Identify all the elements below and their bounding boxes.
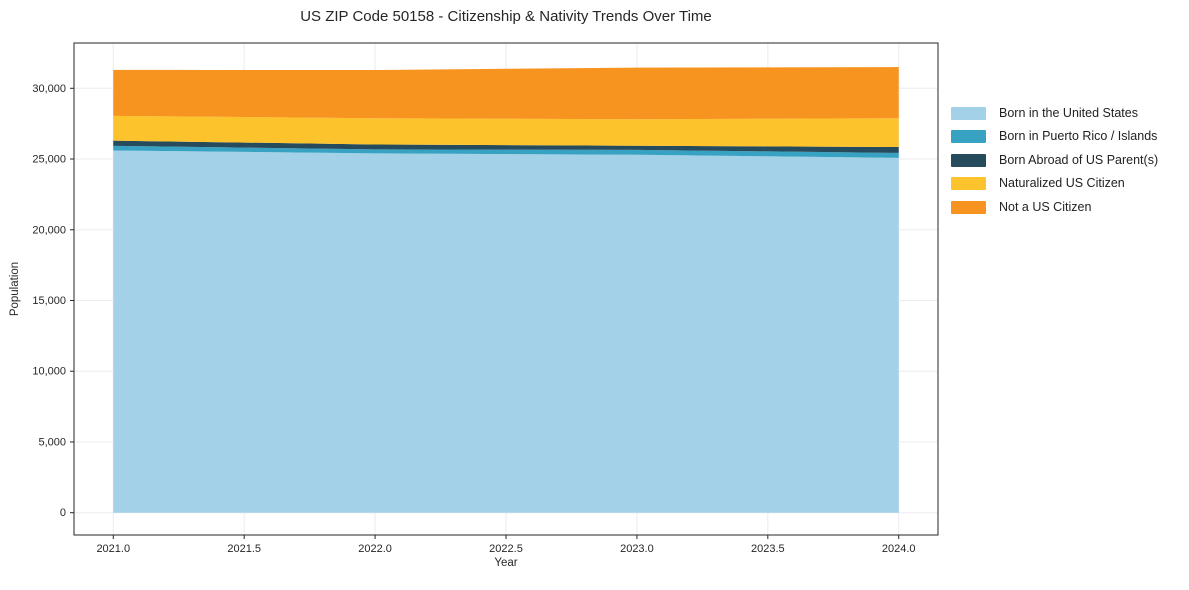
legend-swatch: [951, 130, 986, 144]
y-tick-label: 30,000: [32, 83, 66, 95]
y-tick-label: 0: [60, 507, 66, 519]
legend-item: Born Abroad of US Parent(s): [951, 153, 1158, 168]
legend-swatch: [951, 200, 986, 214]
legend: Born in the United States Born in Puerto …: [951, 106, 1158, 215]
legend-item: Not a US Citizen: [951, 200, 1158, 215]
x-tick-label: 2024.0: [882, 543, 916, 555]
area-born-in-the-united-states: [113, 150, 899, 513]
legend-label: Born in the United States: [999, 106, 1138, 120]
legend-swatch: [951, 153, 986, 167]
y-tick-label: 15,000: [32, 295, 66, 307]
x-tick-label: 2023.0: [620, 543, 654, 555]
legend-item: Born in Puerto Rico / Islands: [951, 129, 1158, 144]
legend-label: Naturalized US Citizen: [999, 176, 1125, 191]
x-axis-label: Year: [494, 557, 518, 569]
y-tick-label: 10,000: [32, 366, 66, 378]
area-not-a-us-citizen: [113, 67, 899, 120]
x-tick-label: 2021.0: [96, 543, 130, 555]
y-axis-label: Population: [9, 261, 21, 317]
legend-item: Naturalized US Citizen: [951, 176, 1158, 191]
y-tick-label: 25,000: [32, 154, 66, 166]
legend-swatch: [951, 177, 986, 191]
x-tick-label: 2022.0: [358, 543, 392, 555]
chart-title: US ZIP Code 50158 - Citizenship & Nativi…: [300, 8, 712, 25]
y-tick-label: 5,000: [38, 436, 66, 448]
area-naturalized-us-citizen: [113, 115, 899, 147]
x-tick-label: 2022.5: [489, 543, 523, 555]
legend-label: Born in Puerto Rico / Islands: [999, 129, 1158, 144]
area-born-in-puerto-rico-islands: [113, 145, 899, 158]
legend-label: Born Abroad of US Parent(s): [999, 152, 1159, 167]
area-born-abroad-of-us-parent-s-: [113, 140, 899, 153]
x-tick-label: 2023.5: [751, 543, 785, 555]
legend-item: Born in the United States: [951, 106, 1158, 121]
legend-swatch: [951, 107, 986, 120]
y-tick-label: 20,000: [32, 224, 66, 236]
legend-label: Not a US Citizen: [999, 199, 1092, 214]
x-tick-label: 2021.5: [227, 543, 261, 555]
